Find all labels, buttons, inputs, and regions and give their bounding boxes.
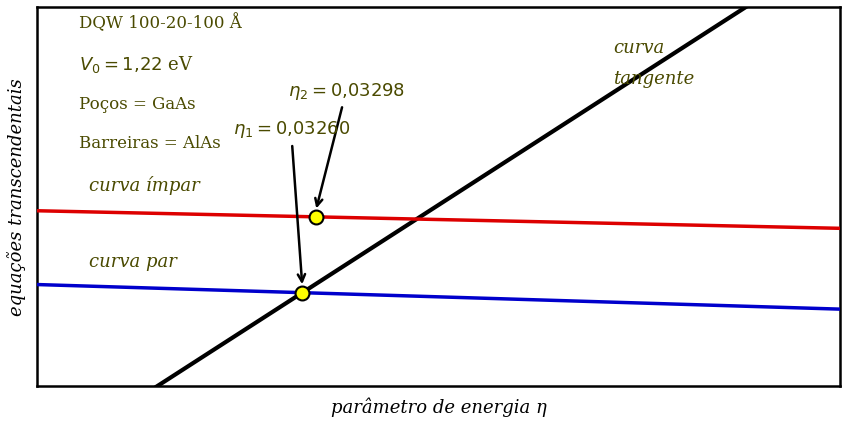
Text: DQW 100-20-100 Å: DQW 100-20-100 Å (79, 13, 241, 32)
Text: curva ímpar: curva ímpar (90, 176, 200, 195)
Text: $V_0 = 1{,}22$ eV: $V_0 = 1{,}22$ eV (79, 54, 194, 75)
X-axis label: parâmetro de energia η: parâmetro de energia η (330, 398, 546, 417)
Text: curva par: curva par (90, 253, 177, 271)
Text: Poços = GaAs: Poços = GaAs (79, 96, 196, 113)
Text: curva: curva (613, 39, 664, 57)
Text: tangente: tangente (613, 70, 695, 88)
Y-axis label: equações transcendentais: equações transcendentais (7, 78, 26, 315)
Text: $\eta_2 = 0{,}03298$: $\eta_2 = 0{,}03298$ (288, 81, 405, 206)
Text: Barreiras = AlAs: Barreiras = AlAs (79, 134, 221, 151)
Text: $\eta_1 = 0{,}03260$: $\eta_1 = 0{,}03260$ (233, 120, 350, 282)
